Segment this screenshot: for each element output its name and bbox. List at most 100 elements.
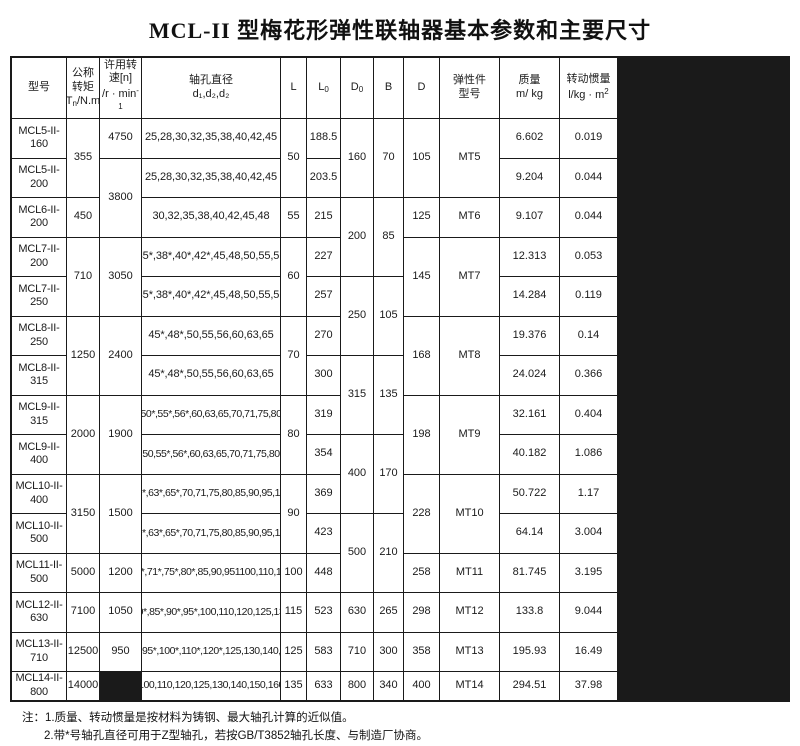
table-cell-elastic-type: MT11 [440,554,499,593]
table-cell-speed: 1050 [100,593,141,632]
table-cell-elastic-type: MT12 [440,593,499,632]
table-cell-bore-diameter: 25,28,30,32,35,38,40,42,45 [142,159,280,198]
table-cell-speed: 2400 [100,317,141,395]
column-header-mass-line2: m/ kg [516,88,543,102]
table-cell-torque: 12500 [67,633,99,672]
table-cell-D0: 200 [341,198,373,276]
table-cell-D: 198 [404,396,439,474]
table-cell-model: MCL5-II-200 [12,159,66,198]
table-cell-bore-diameter: 50,55*,56*,60,63,65,70,71,75,80 [142,435,280,474]
table-cell-D0: 500 [341,514,373,592]
table-cell-D: 125 [404,198,439,237]
table-cell-L: 60 [281,238,306,316]
table-cell-bore-diameter: 50*,55*,56*,60,63,65,70,71,75,80 [142,396,280,435]
table-cell-mass: 19.376 [500,317,559,356]
table-cell-inertia: 1.17 [560,475,617,514]
spec-sheet-page: MCL-II 型梅花形弹性联轴器基本参数和主要尺寸 型号 公称转矩 Tn/N.m… [0,0,800,715]
page-title: MCL-II 型梅花形弹性联轴器基本参数和主要尺寸 [0,0,800,56]
table-cell-torque: 5000 [67,554,99,593]
table-cell-torque: 14000 [67,672,99,700]
table-cell-B: 85 [374,198,403,276]
table-cell-D0: 315 [341,356,373,434]
table-cell-inertia: 3.004 [560,514,617,553]
table-cell-mass: 50.722 [500,475,559,514]
table-cell-bore-diameter: 35*,38*,40*,42*,45,48,50,55,56 [142,238,280,277]
column-header-speed-line2: /r · min-1 [101,86,140,118]
table-cell-elastic-type: MT13 [440,633,499,672]
table-cell-B: 340 [374,672,403,700]
table-cell-speed: 1200 [100,554,141,593]
table-cell-L0: 227 [307,238,340,277]
table-cell-B: 135 [374,356,403,434]
table-cell-inertia: 0.019 [560,119,617,158]
column-header-B-label: B [385,81,392,95]
table-cell-model: MCL12-II-630 [12,593,66,632]
table-cell-B: 300 [374,633,403,672]
table-cell-mass: 294.51 [500,672,559,700]
column-header-D-label: D [418,81,426,95]
table-cell-elastic-type: MT9 [440,396,499,474]
column-header-inertia-line2: l/kg · m2 [568,87,609,103]
table-cell-bore-diameter: 45*,48*,50,55,56,60,63,65 [142,356,280,395]
table-cell-model: MCL11-II-500 [12,554,66,593]
table-cell-L0: 215 [307,198,340,237]
table-cell-speed: 1900 [100,396,141,474]
table-cell-mass: 195.93 [500,633,559,672]
table-cell-D: 105 [404,119,439,197]
table-cell-torque: 710 [67,238,99,316]
table-cell-L0: 203.5 [307,159,340,198]
table-cell-B: 70 [374,119,403,197]
specification-table: 型号 公称转矩 Tn/N.m 许用转速[n] /r · min-1 轴孔直径 d… [10,56,790,702]
footnotes: 注：1.质量、转动惯量是按材料为铸钢、最大轴孔计算的近似值。 2.带*号轴孔直径… [22,709,800,746]
table-cell-D: 400 [404,672,439,700]
table-cell-L0: 300 [307,356,340,395]
table-cell-bore-diameter: 90*,95*,100*,110*,120*,125,130,140,150 [142,633,280,672]
column-header-torque: 公称转矩 Tn/N.m [67,58,99,118]
table-cell-D0: 250 [341,277,373,355]
table-cell-inertia: 0.119 [560,277,617,316]
table-cell-torque: 1250 [67,317,99,395]
table-cell-mass: 24.024 [500,356,559,395]
table-cell-B: 105 [374,277,403,355]
table-cell-model: MCL5-II-160 [12,119,66,158]
column-header-bore-diameter: 轴孔直径 d₁,d₂,d₂ [142,58,280,118]
table-cell-D: 168 [404,317,439,395]
column-header-bore-line1: 轴孔直径 [189,74,233,88]
footnote-2: 2.带*号轴孔直径可用于Z型轴孔，若按GB/T3852轴孔长度、与制造厂协商。 [44,727,800,746]
table-cell-L: 80 [281,396,306,474]
table-cell-bore-diameter: 60*,63*,65*,70,71,75,80,85,90,95,100 [142,475,280,514]
table-cell-elastic-type: MT5 [440,119,499,197]
table-cell-elastic-type: MT7 [440,238,499,316]
table-cell-mass: 64.14 [500,514,559,553]
table-cell-model: MCL9-II-315 [12,396,66,435]
table-cell-mass: 9.107 [500,198,559,237]
table-cell-D: 358 [404,633,439,672]
column-header-L-label: L [290,81,296,95]
table-cell-D: 228 [404,475,439,553]
table-cell-mass: 12.313 [500,238,559,277]
table-cell-inertia: 3.195 [560,554,617,593]
column-header-speed-line1: 许用转速[n] [101,59,140,87]
table-cell-L0: 188.5 [307,119,340,158]
table-cell-bore-diameter: 70*,71*,75*,80*,85,90,951100,110,120 [142,554,280,593]
column-header-D: D [404,58,439,118]
table-cell-B: 210 [374,514,403,592]
table-cell-inertia: 0.053 [560,238,617,277]
table-cell-L: 70 [281,317,306,395]
column-header-L: L [281,58,306,118]
table-cell-D0: 160 [341,119,373,197]
table-cell-model: MCL10-II-500 [12,514,66,553]
table-cell-bore-diameter: 35*,38*,40*,42*,45,48,50,55,56 [142,277,280,316]
table-cell-speed: 1500 [100,475,141,553]
table-cell-L0: 270 [307,317,340,356]
column-header-model: 型号 [12,58,66,118]
table-cell-elastic-type: MT14 [440,672,499,700]
table-cell-torque: 2000 [67,396,99,474]
table-cell-D0: 400 [341,435,373,513]
table-cell-model: MCL9-II-400 [12,435,66,474]
table-cell-mass: 32.161 [500,396,559,435]
column-header-elastic-line2: 型号 [459,88,481,102]
table-cell-model: MCL6-II-200 [12,198,66,237]
table-cell-inertia: 0.044 [560,198,617,237]
table-cell-torque: 450 [67,198,99,237]
